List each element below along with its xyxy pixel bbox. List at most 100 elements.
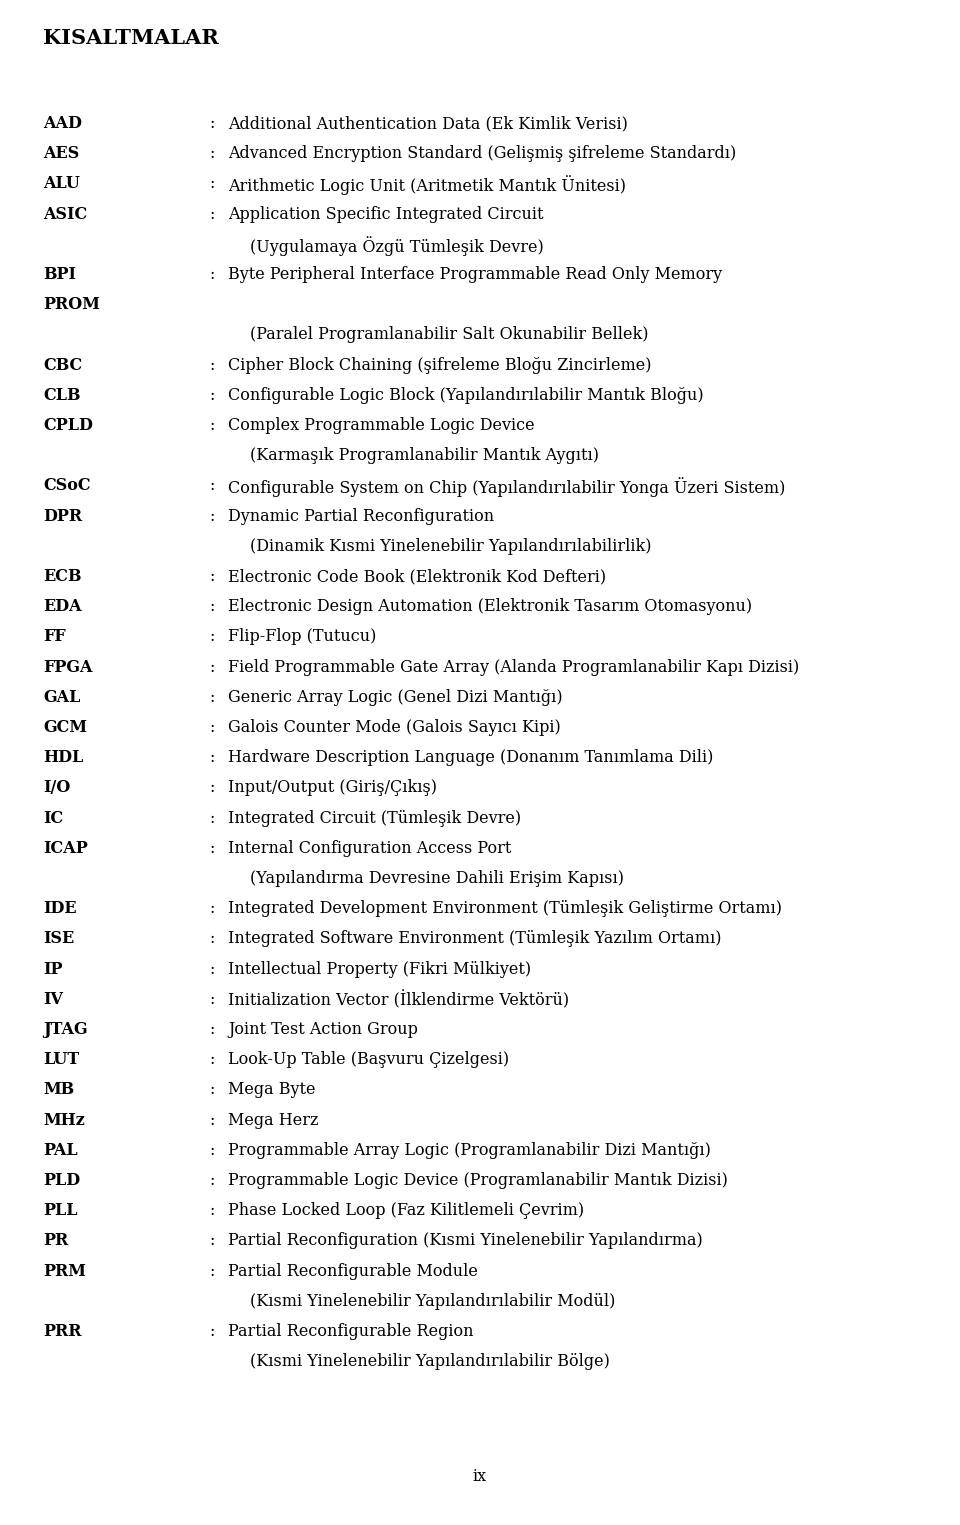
Text: Electronic Design Automation (Elektronik Tasarım Otomasyonu): Electronic Design Automation (Elektronik…	[228, 598, 752, 615]
Text: HDL: HDL	[43, 749, 84, 766]
Text: Byte Peripheral Interface Programmable Read Only Memory: Byte Peripheral Interface Programmable R…	[228, 265, 722, 284]
Text: Integrated Development Environment (Tümleşik Geliştirme Ortamı): Integrated Development Environment (Tüml…	[228, 900, 782, 917]
Text: :: :	[210, 598, 221, 615]
Text: ix: ix	[473, 1469, 487, 1485]
Text: PLD: PLD	[43, 1173, 80, 1190]
Text: LUT: LUT	[43, 1051, 79, 1068]
Text: KISALTMALAR: KISALTMALAR	[43, 27, 219, 47]
Text: :: :	[210, 1232, 221, 1249]
Text: Electronic Code Book (Elektronik Kod Defteri): Electronic Code Book (Elektronik Kod Def…	[228, 567, 606, 586]
Text: PAL: PAL	[43, 1142, 78, 1159]
Text: PLL: PLL	[43, 1202, 78, 1218]
Text: Advanced Encryption Standard (Gelişmiş şifreleme Standardı): Advanced Encryption Standard (Gelişmiş ş…	[228, 145, 736, 162]
Text: :: :	[210, 961, 221, 978]
Text: Initialization Vector (İlklendirme Vektörü): Initialization Vector (İlklendirme Vektö…	[228, 991, 569, 1010]
Text: (Kısmi Yinelenebilir Yapılandırılabilir Bölge): (Kısmi Yinelenebilir Yapılandırılabilir …	[250, 1353, 610, 1369]
Text: :: :	[210, 659, 221, 676]
Text: AES: AES	[43, 145, 80, 162]
Text: Additional Authentication Data (Ek Kimlik Verisi): Additional Authentication Data (Ek Kimli…	[228, 114, 628, 133]
Text: DPR: DPR	[43, 508, 83, 525]
Text: (Yapılandırma Devresine Dahili Erişim Kapısı): (Yapılandırma Devresine Dahili Erişim Ka…	[250, 869, 624, 888]
Text: Application Specific Integrated Circuit: Application Specific Integrated Circuit	[228, 206, 543, 223]
Text: I/O: I/O	[43, 779, 70, 796]
Text: Internal Configuration Access Port: Internal Configuration Access Port	[228, 840, 512, 857]
Text: :: :	[210, 840, 221, 857]
Text: :: :	[210, 718, 221, 737]
Text: (Uygulamaya Özgü Tümleşik Devre): (Uygulamaya Özgü Tümleşik Devre)	[250, 236, 543, 256]
Text: ISE: ISE	[43, 930, 74, 947]
Text: IP: IP	[43, 961, 62, 978]
Text: :: :	[210, 265, 221, 284]
Text: CBC: CBC	[43, 357, 83, 374]
Text: :: :	[210, 387, 221, 404]
Text: :: :	[210, 175, 221, 192]
Text: :: :	[210, 1022, 221, 1039]
Text: AAD: AAD	[43, 114, 82, 133]
Text: Programmable Array Logic (Programlanabilir Dizi Mantığı): Programmable Array Logic (Programlanabil…	[228, 1142, 710, 1159]
Text: :: :	[210, 1324, 221, 1340]
Text: :: :	[210, 628, 221, 645]
Text: Arithmetic Logic Unit (Aritmetik Mantık Ünitesi): Arithmetic Logic Unit (Aritmetik Mantık …	[228, 175, 626, 195]
Text: :: :	[210, 779, 221, 796]
Text: EDA: EDA	[43, 598, 82, 615]
Text: :: :	[210, 1051, 221, 1068]
Text: CLB: CLB	[43, 387, 81, 404]
Text: :: :	[210, 1081, 221, 1098]
Text: (Dinamik Kısmi Yinelenebilir Yapılandırılabilirlik): (Dinamik Kısmi Yinelenebilir Yapılandırı…	[250, 538, 652, 555]
Text: Configurable System on Chip (Yapılandırılabilir Yonga Üzeri Sistem): Configurable System on Chip (Yapılandırı…	[228, 477, 785, 497]
Text: :: :	[210, 508, 221, 525]
Text: MHz: MHz	[43, 1112, 84, 1128]
Text: Joint Test Action Group: Joint Test Action Group	[228, 1022, 418, 1039]
Text: CSoC: CSoC	[43, 477, 90, 494]
Text: (Paralel Programlanabilir Salt Okunabilir Bellek): (Paralel Programlanabilir Salt Okunabili…	[250, 326, 649, 343]
Text: Cipher Block Chaining (şifreleme Bloğu Zincirleme): Cipher Block Chaining (şifreleme Bloğu Z…	[228, 357, 652, 374]
Text: IC: IC	[43, 810, 63, 827]
Text: Integrated Software Environment (Tümleşik Yazılım Ortamı): Integrated Software Environment (Tümleşi…	[228, 930, 722, 947]
Text: :: :	[210, 206, 221, 223]
Text: Mega Herz: Mega Herz	[228, 1112, 319, 1128]
Text: Partial Reconfigurable Module: Partial Reconfigurable Module	[228, 1263, 478, 1279]
Text: GCM: GCM	[43, 718, 87, 737]
Text: :: :	[210, 991, 221, 1008]
Text: (Kısmi Yinelenebilir Yapılandırılabilir Modül): (Kısmi Yinelenebilir Yapılandırılabilir …	[250, 1293, 615, 1310]
Text: :: :	[210, 810, 221, 827]
Text: ECB: ECB	[43, 567, 82, 586]
Text: BPI: BPI	[43, 265, 76, 284]
Text: :: :	[210, 416, 221, 435]
Text: Flip-Flop (Tutucu): Flip-Flop (Tutucu)	[228, 628, 376, 645]
Text: :: :	[210, 900, 221, 917]
Text: :: :	[210, 1263, 221, 1279]
Text: Partial Reconfiguration (Kısmi Yinelenebilir Yapılandırma): Partial Reconfiguration (Kısmi Yineleneb…	[228, 1232, 703, 1249]
Text: PRM: PRM	[43, 1263, 85, 1279]
Text: :: :	[210, 1202, 221, 1218]
Text: :: :	[210, 1112, 221, 1128]
Text: Dynamic Partial Reconfiguration: Dynamic Partial Reconfiguration	[228, 508, 494, 525]
Text: GAL: GAL	[43, 689, 81, 706]
Text: PR: PR	[43, 1232, 68, 1249]
Text: Field Programmable Gate Array (Alanda Programlanabilir Kapı Dizisi): Field Programmable Gate Array (Alanda Pr…	[228, 659, 800, 676]
Text: Hardware Description Language (Donanım Tanımlama Dili): Hardware Description Language (Donanım T…	[228, 749, 713, 766]
Text: Input/Output (Giriş/Çıkış): Input/Output (Giriş/Çıkış)	[228, 779, 437, 796]
Text: :: :	[210, 567, 221, 586]
Text: Integrated Circuit (Tümleşik Devre): Integrated Circuit (Tümleşik Devre)	[228, 810, 521, 827]
Text: :: :	[210, 930, 221, 947]
Text: Partial Reconfigurable Region: Partial Reconfigurable Region	[228, 1324, 473, 1340]
Text: Programmable Logic Device (Programlanabilir Mantık Dizisi): Programmable Logic Device (Programlanabi…	[228, 1173, 728, 1190]
Text: ASIC: ASIC	[43, 206, 87, 223]
Text: ICAP: ICAP	[43, 840, 87, 857]
Text: :: :	[210, 114, 221, 133]
Text: CPLD: CPLD	[43, 416, 93, 435]
Text: :: :	[210, 477, 221, 494]
Text: MB: MB	[43, 1081, 74, 1098]
Text: ALU: ALU	[43, 175, 80, 192]
Text: Look-Up Table (Başvuru Çizelgesi): Look-Up Table (Başvuru Çizelgesi)	[228, 1051, 509, 1068]
Text: Mega Byte: Mega Byte	[228, 1081, 316, 1098]
Text: FPGA: FPGA	[43, 659, 92, 676]
Text: JTAG: JTAG	[43, 1022, 87, 1039]
Text: IV: IV	[43, 991, 62, 1008]
Text: FF: FF	[43, 628, 65, 645]
Text: PROM: PROM	[43, 296, 100, 313]
Text: Configurable Logic Block (Yapılandırılabilir Mantık Bloğu): Configurable Logic Block (Yapılandırılab…	[228, 387, 704, 404]
Text: :: :	[210, 689, 221, 706]
Text: Phase Locked Loop (Faz Kilitlemeli Çevrim): Phase Locked Loop (Faz Kilitlemeli Çevri…	[228, 1202, 584, 1218]
